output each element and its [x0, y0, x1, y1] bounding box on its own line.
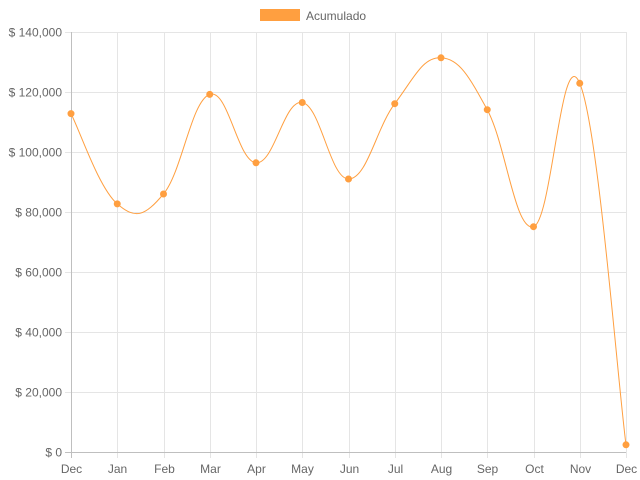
data-point-7[interactable] — [391, 100, 399, 108]
data-point-5[interactable] — [298, 99, 306, 106]
x-tick-label-3: Mar — [200, 462, 221, 476]
x-tick-label-6: Jun — [340, 462, 359, 476]
x-tick-label-4: Apr — [247, 462, 266, 476]
y-tick-label-4: $ 80,000 — [15, 206, 62, 220]
y-tick-label-7: $ 140,000 — [9, 26, 63, 40]
x-tick-label-8: Aug — [431, 462, 452, 476]
data-point-4[interactable] — [252, 159, 260, 167]
legend[interactable]: Acumulado — [260, 9, 366, 23]
y-tick-label-5: $ 100,000 — [9, 146, 63, 160]
x-tick-label-2: Feb — [154, 462, 175, 476]
series-layer — [67, 54, 630, 449]
y-tick-label-2: $ 40,000 — [15, 326, 62, 340]
data-point-2[interactable] — [160, 190, 167, 198]
series-line-0 — [70, 57, 627, 445]
data-point-9[interactable] — [483, 106, 491, 114]
data-point-3[interactable] — [206, 90, 214, 98]
data-point-10[interactable] — [530, 223, 537, 231]
legend-label-acumulado[interactable]: Acumulado — [306, 9, 366, 23]
x-tick-label-12: Dec — [616, 462, 637, 476]
axes — [65, 32, 626, 458]
grid-lines — [65, 32, 627, 458]
y-tick-label-1: $ 20,000 — [15, 386, 62, 400]
x-tick-label-10: Oct — [525, 462, 544, 476]
y-tick-label-0: $ 0 — [45, 446, 62, 460]
x-tick-label-11: Nov — [570, 462, 591, 476]
legend-swatch-acumulado[interactable] — [260, 9, 300, 21]
x-tick-label-9: Sep — [477, 462, 499, 476]
x-tick-label-5: May — [291, 462, 314, 476]
y-tick-label-6: $ 120,000 — [9, 86, 63, 100]
data-point-1[interactable] — [113, 200, 121, 208]
tick-labels: $ 0 $ 20,000 $ 40,000 $ 60,000 $ 80,000 $ 100… — [9, 26, 638, 477]
data-point-11[interactable] — [576, 79, 584, 87]
data-point-12[interactable] — [622, 441, 630, 449]
x-tick-label-7: Jul — [388, 462, 403, 476]
x-tick-label-1: Jan — [108, 462, 127, 476]
y-tick-label-3: $ 60,000 — [15, 266, 62, 280]
data-point-8[interactable] — [437, 54, 445, 62]
data-point-0[interactable] — [67, 110, 75, 118]
data-point-6[interactable] — [345, 175, 352, 183]
x-tick-label-0: Dec — [61, 462, 82, 476]
